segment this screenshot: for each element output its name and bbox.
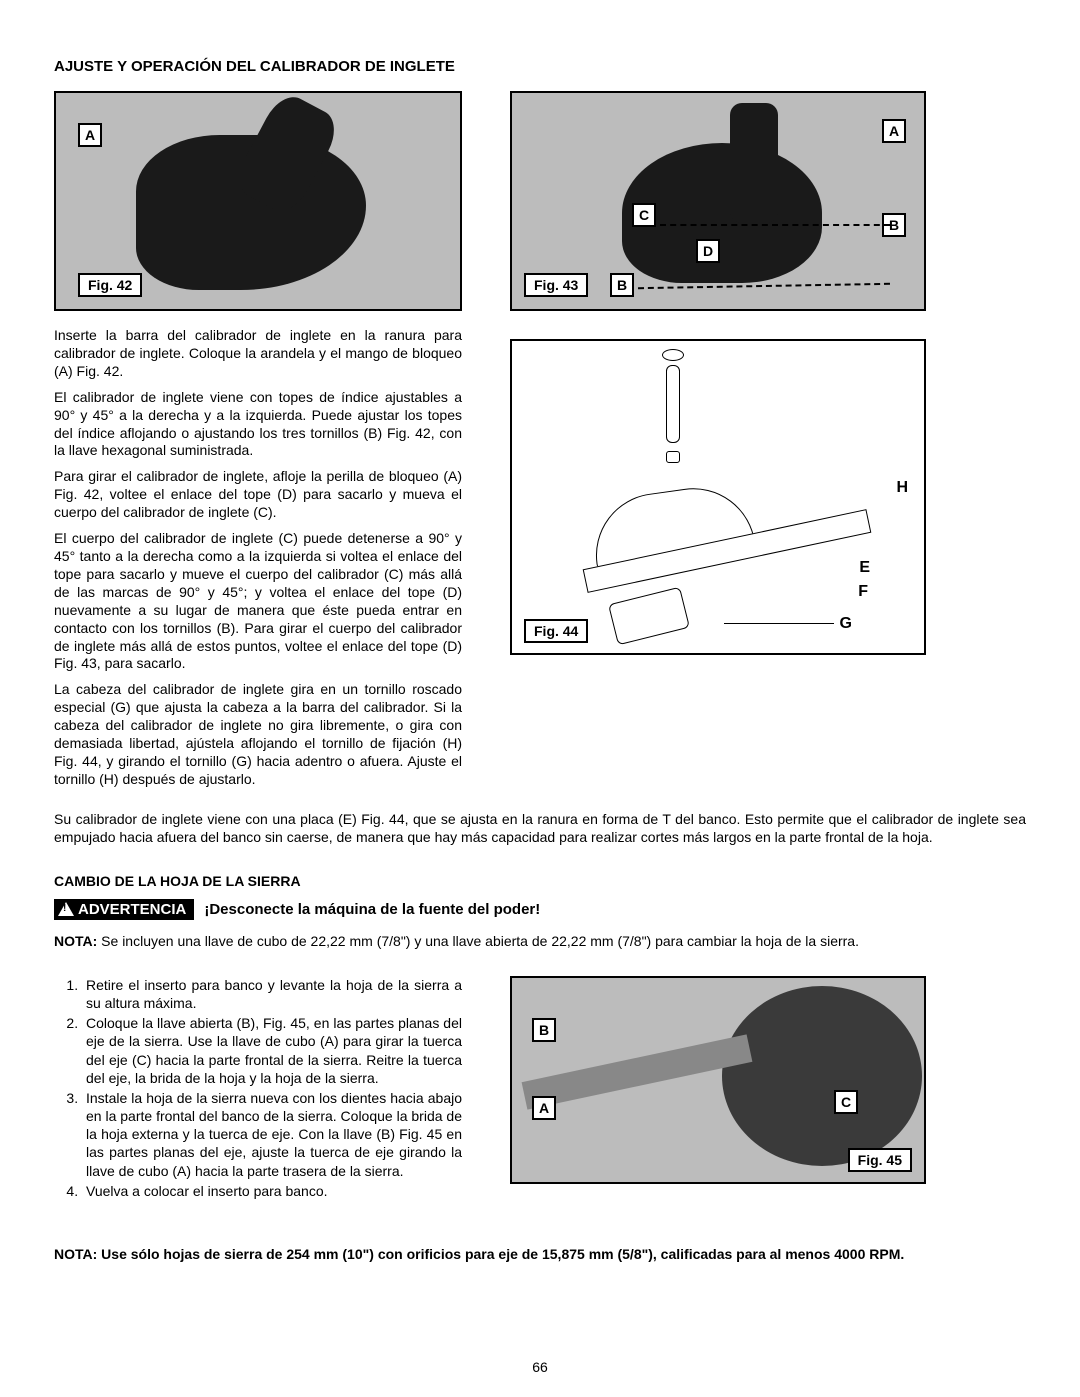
nota-text: Se incluyen una llave de cubo de 22,22 m… — [97, 933, 859, 949]
left-column: A Fig. 42 Inserte la barra del calibrado… — [54, 91, 462, 797]
final-note: NOTA: Use sólo hojas de sierra de 254 mm… — [54, 1246, 1026, 1262]
fig43-callout-A: A — [882, 119, 906, 143]
fig45-callout-C: C — [834, 1090, 858, 1114]
fig44-shaft — [666, 365, 680, 443]
nota-label: NOTA: — [54, 933, 97, 949]
steps-list: Retire el inserto para banco y levante l… — [54, 976, 462, 1200]
fig43-handle — [730, 103, 778, 223]
step-3: Instale la hoja de la sierra nueva con l… — [82, 1089, 462, 1180]
figure-45: B C A Fig. 45 — [510, 976, 926, 1184]
fig43-callout-D: D — [696, 239, 720, 263]
section2-title: CAMBIO DE LA HOJA DE LA SIERRA — [54, 873, 1026, 889]
fig44-knob — [662, 349, 684, 361]
section1-title: AJUSTE Y OPERACIÓN DEL CALIBRADOR DE ING… — [54, 58, 1026, 75]
fig45-callout-A: A — [532, 1096, 556, 1120]
steps-column: Retire el inserto para banco y levante l… — [54, 976, 462, 1202]
fig43-callout-C: C — [632, 203, 656, 227]
fig43-dash-1 — [660, 224, 890, 226]
para-4: El cuerpo del calibrador de inglete (C) … — [54, 530, 462, 673]
nota-1: NOTA: Se incluyen una llave de cubo de 2… — [54, 932, 1026, 950]
para-2: El calibrador de inglete viene con topes… — [54, 389, 462, 461]
warning-badge-text: ADVERTENCIA — [78, 901, 186, 918]
section1-full-paragraph: Su calibrador de inglete viene con una p… — [54, 811, 1026, 847]
fig45-wrench — [522, 1034, 753, 1109]
section1-columns: A Fig. 42 Inserte la barra del calibrado… — [54, 91, 1026, 797]
fig44-arrow-g — [724, 623, 834, 624]
right-column: A B C D B Fig. 43 H E F G Fig. 44 — [510, 91, 926, 797]
step-4: Vuelva a colocar el inserto para banco. — [82, 1182, 462, 1200]
section2-columns: Retire el inserto para banco y levante l… — [54, 976, 1026, 1202]
figure-42: A Fig. 42 — [54, 91, 462, 311]
para-1: Inserte la barra del calibrador de ingle… — [54, 327, 462, 381]
fig42-callout-A: A — [78, 123, 102, 147]
warning-text: ¡Desconecte la máquina de la fuente del … — [204, 901, 540, 918]
para-3: Para girar el calibrador de inglete, afl… — [54, 468, 462, 522]
fig45-label: Fig. 45 — [848, 1148, 912, 1172]
fig44-annot-F: F — [858, 583, 868, 601]
step-1: Retire el inserto para banco y levante l… — [82, 976, 462, 1012]
fig44-annot-E: E — [859, 559, 870, 577]
warning-triangle-icon — [58, 902, 74, 916]
fig45-blade — [722, 986, 922, 1166]
fig44-annot-G: G — [840, 615, 852, 633]
fig44-label: Fig. 44 — [524, 619, 588, 643]
fig43-label: Fig. 43 — [524, 273, 588, 297]
fig42-label: Fig. 42 — [78, 273, 142, 297]
fig45-callout-B: B — [532, 1018, 556, 1042]
figure-43: A B C D B Fig. 43 — [510, 91, 926, 311]
fig43-dash-2 — [638, 283, 890, 289]
fig44-annot-H: H — [896, 479, 908, 497]
warning-badge: ADVERTENCIA — [54, 899, 194, 920]
figure-44: H E F G Fig. 44 — [510, 339, 926, 655]
page-number: 66 — [532, 1359, 548, 1375]
fig43-callout-B2: B — [610, 273, 634, 297]
fig44-plate — [608, 587, 690, 646]
para-5: La cabeza del calibrador de inglete gira… — [54, 681, 462, 788]
fig44-washer — [666, 451, 680, 463]
step-2: Coloque la llave abierta (B), Fig. 45, e… — [82, 1014, 462, 1087]
warning-row: ADVERTENCIA ¡Desconecte la máquina de la… — [54, 899, 1026, 920]
fig45-column: B C A Fig. 45 — [510, 976, 926, 1184]
